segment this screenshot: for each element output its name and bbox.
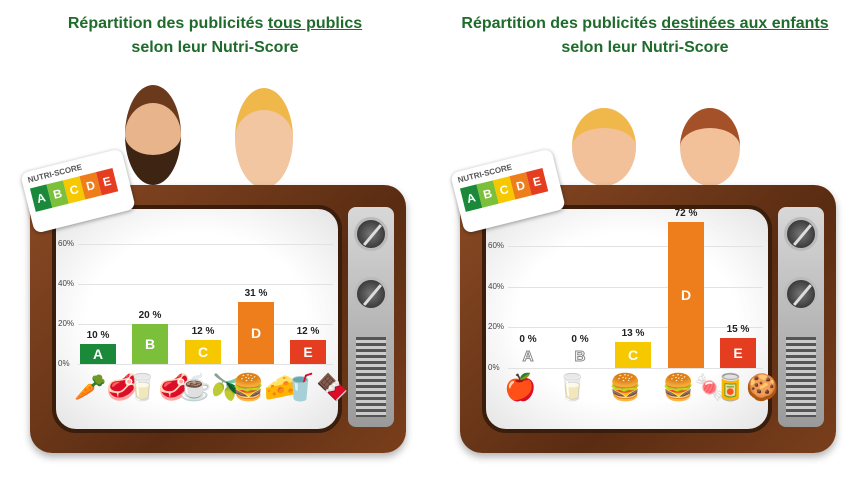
- value-label: 13 %: [621, 327, 645, 339]
- food-icons: 🍔: [609, 372, 642, 402]
- knob-icon: [784, 217, 818, 251]
- gridline: [508, 286, 763, 288]
- tv-control-panel: [778, 207, 824, 427]
- knob-icon: [354, 277, 388, 311]
- speaker-grille: [356, 337, 386, 417]
- tv-screen: [52, 205, 342, 433]
- value-label: 0 %: [571, 334, 589, 345]
- tv-screen: [482, 205, 772, 433]
- y-tick-label: 20%: [488, 322, 505, 332]
- bar-D: D: [238, 302, 274, 364]
- food-icons: 🥕🥩: [74, 372, 139, 402]
- speaker-grille: [786, 337, 816, 417]
- y-tick-label: 0%: [58, 359, 70, 368]
- food-icons: 🍔🍬: [662, 372, 727, 402]
- food-icons: 🍔🧀: [232, 372, 297, 402]
- bar-C: C: [615, 341, 651, 368]
- bar-A-empty: A: [522, 348, 534, 366]
- gridline: [78, 324, 333, 325]
- bar-E: E: [720, 337, 756, 368]
- boy-illustration: [572, 108, 636, 186]
- value-label: 10 %: [86, 330, 110, 341]
- value-label: 12 %: [191, 326, 215, 337]
- value-label: 20 %: [138, 310, 162, 321]
- bar-B: B: [132, 324, 168, 364]
- knob-icon: [354, 217, 388, 251]
- man-illustration: [125, 85, 181, 185]
- gridline: [78, 244, 333, 245]
- food-icons: 🥤🍫: [284, 372, 349, 402]
- bar-E: E: [290, 340, 326, 364]
- y-tick-label: 60%: [488, 241, 505, 251]
- bar-D: D: [668, 221, 704, 368]
- chart-title: Répartition des publicités destinées aux…: [461, 15, 829, 56]
- chart-title: Répartition des publicités tous publics s…: [67, 15, 363, 56]
- food-icons: 🥛: [556, 372, 589, 402]
- woman-illustration: [235, 88, 293, 188]
- girl-illustration: [680, 108, 740, 186]
- food-icons: 🥛🥩: [126, 372, 191, 402]
- gridline: [78, 284, 333, 285]
- knob-icon: [784, 277, 818, 311]
- value-label: 15 %: [726, 323, 750, 335]
- gridline: [508, 368, 763, 369]
- bar-B-empty: B: [574, 348, 586, 366]
- y-tick-label: 40%: [488, 281, 505, 291]
- value-label: 0 %: [519, 334, 537, 345]
- bar-C: C: [185, 340, 221, 364]
- gridline: [508, 246, 763, 248]
- value-label: 72 %: [674, 207, 698, 219]
- tv-frame: [30, 185, 406, 453]
- value-label: 12 %: [296, 326, 320, 337]
- gridline: [508, 327, 763, 329]
- chart-panel-all-audiences: Répartition des publicités tous publics s…: [0, 0, 430, 484]
- tv-control-panel: [348, 207, 394, 427]
- y-tick-label: 0%: [488, 363, 500, 372]
- food-icons: 🍎: [504, 372, 537, 402]
- bar-A: A: [80, 344, 116, 364]
- chart-panel-children: Répartition des publicités destinées aux…: [430, 0, 859, 484]
- value-label: 31 %: [244, 288, 268, 299]
- y-tick-label: 60%: [58, 239, 75, 248]
- tv-frame: [460, 185, 836, 453]
- food-icons: 🥫🍪: [714, 372, 779, 402]
- gridline: [78, 364, 333, 365]
- food-icons: ☕🫒: [179, 372, 244, 402]
- y-tick-label: 40%: [58, 279, 75, 288]
- y-tick-label: 20%: [58, 319, 75, 328]
